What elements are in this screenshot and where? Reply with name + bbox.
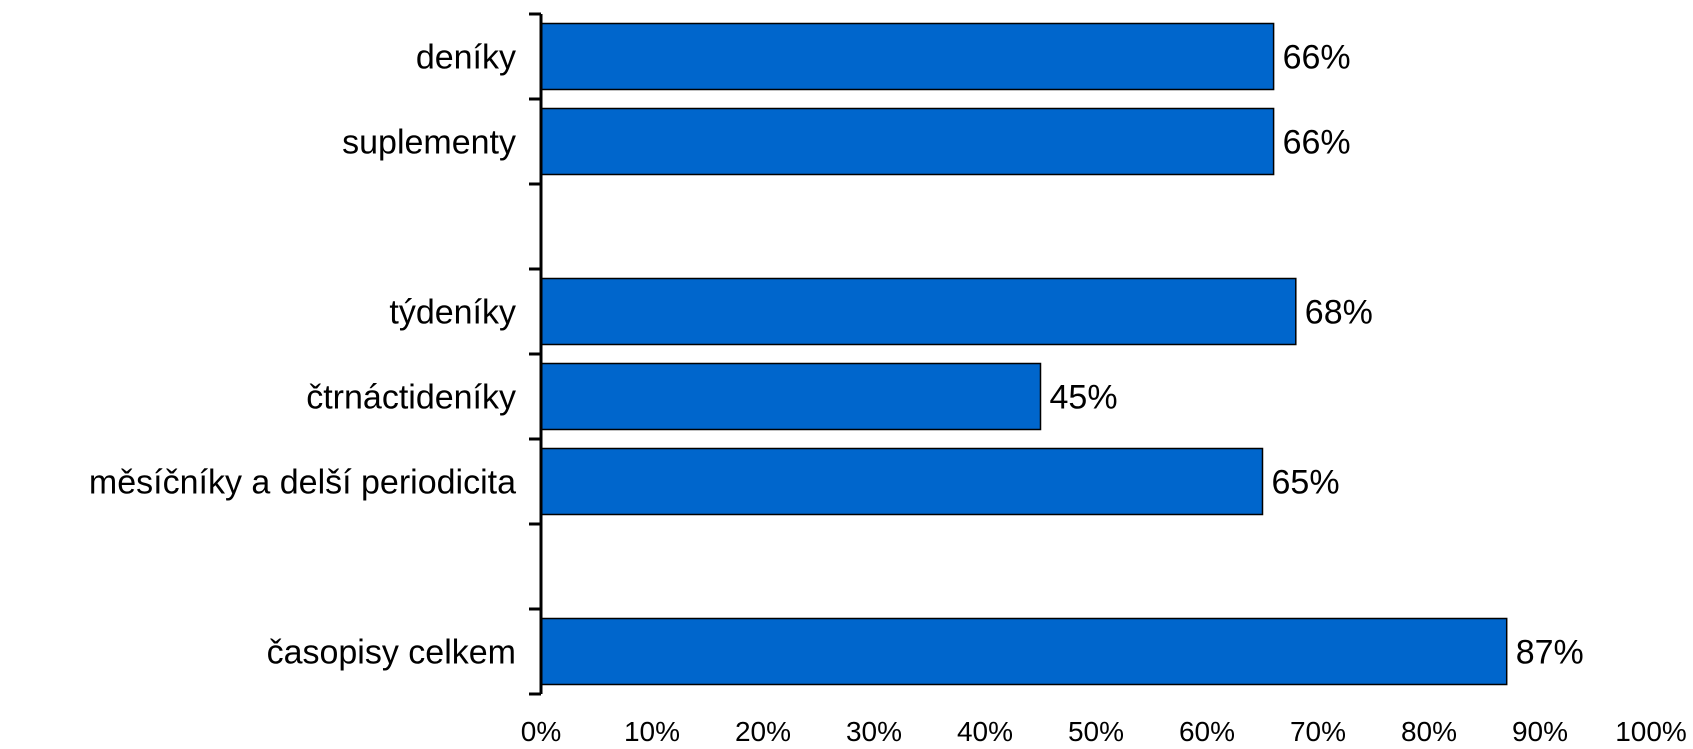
category-label: deníky <box>416 39 516 77</box>
data-labels: 66% 66% 68% 45% 65% 87% <box>1050 39 1584 672</box>
category-label: časopisy celkem <box>267 634 516 672</box>
data-label: 66% <box>1283 124 1351 162</box>
data-label: 65% <box>1272 464 1340 502</box>
category-label: čtrnáctideníky <box>306 379 516 417</box>
bar <box>540 617 1508 686</box>
bars-layer <box>540 22 1508 686</box>
value-tick-label: 80% <box>1401 716 1457 747</box>
value-tick-label: 60% <box>1179 716 1235 747</box>
data-label: 66% <box>1283 39 1351 77</box>
category-label: týdeníky <box>389 294 516 332</box>
value-tick-label: 70% <box>1290 716 1346 747</box>
category-labels: deníky suplementy týdeníky čtrnáctideníky mě… <box>89 39 516 672</box>
category-label: měsíčníky a delší periodicita <box>89 464 516 502</box>
data-label: 87% <box>1516 634 1584 672</box>
data-label: 45% <box>1050 379 1118 417</box>
value-tick-label: 10% <box>624 716 680 747</box>
bar <box>540 447 1264 516</box>
bar <box>540 107 1275 176</box>
data-label: 68% <box>1305 294 1373 332</box>
value-tick-label: 90% <box>1512 716 1568 747</box>
category-label: suplementy <box>342 124 516 162</box>
value-tick-label: 20% <box>735 716 791 747</box>
value-tick-label: 100% <box>1615 716 1687 747</box>
value-axis-tick-labels: 0% 10% 20% 30% 40% 50% 60% 70% 80% 90% 100% <box>521 716 1687 747</box>
value-tick-label: 30% <box>846 716 902 747</box>
value-tick-label: 0% <box>521 716 561 747</box>
bar <box>540 22 1275 91</box>
category-axis <box>529 12 543 696</box>
value-tick-label: 50% <box>1068 716 1124 747</box>
value-tick-label: 40% <box>957 716 1013 747</box>
bar <box>540 362 1042 431</box>
bar <box>540 277 1297 346</box>
